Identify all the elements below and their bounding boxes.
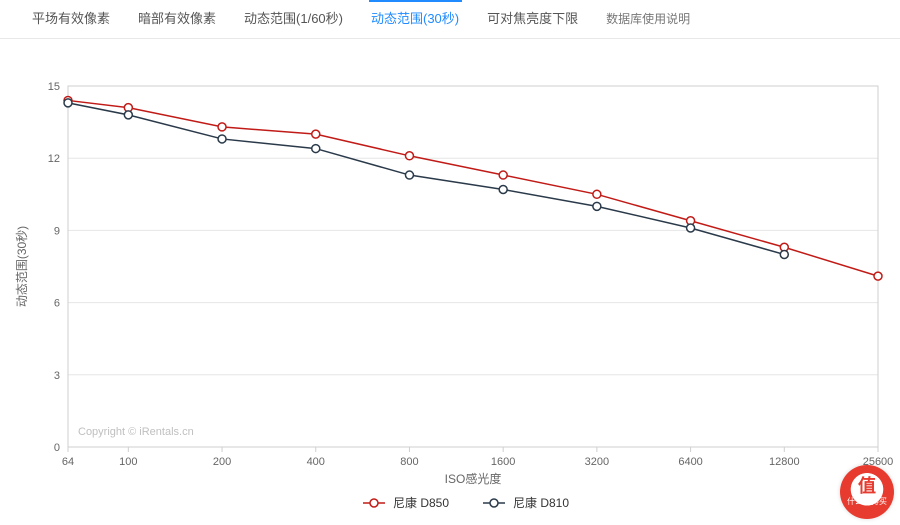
dynamic-range-chart: 0369121564100200400800160032006400128002… <box>0 38 900 525</box>
x-tick-label: 12800 <box>769 456 800 468</box>
series-line <box>68 100 878 276</box>
tab[interactable]: 暗部有效像素 <box>124 0 230 38</box>
tab[interactable]: 可对焦亮度下限 <box>473 0 592 38</box>
smzdm-badge: 值 什么值得买 <box>840 465 894 519</box>
smzdm-badge-glyph: 值 <box>858 477 876 497</box>
series-marker <box>593 190 601 198</box>
series-marker <box>687 224 695 232</box>
watermark: Copyright © iRentals.cn <box>78 426 194 438</box>
series-marker <box>405 152 413 160</box>
legend-label[interactable]: 尼康 D810 <box>513 495 569 510</box>
x-tick-label: 6400 <box>678 456 702 468</box>
plot-border <box>68 86 878 447</box>
tab[interactable]: 数据库使用说明 <box>592 0 704 38</box>
smzdm-badge-text: 什么值得买 <box>847 498 887 507</box>
series-marker <box>499 171 507 179</box>
tabs-bar: 平场有效像素暗部有效像素动态范围(1/60秒)动态范围(30秒)可对焦亮度下限数… <box>0 0 900 39</box>
tab[interactable]: 平场有效像素 <box>18 0 124 38</box>
series-marker <box>593 202 601 210</box>
legend-marker <box>490 499 498 507</box>
chart-container: 0369121564100200400800160032006400128002… <box>0 38 900 525</box>
tab[interactable]: 动态范围(1/60秒) <box>230 0 357 38</box>
legend-marker <box>370 499 378 507</box>
legend-label[interactable]: 尼康 D850 <box>393 495 449 510</box>
x-tick-label: 400 <box>307 456 325 468</box>
x-tick-label: 800 <box>400 456 418 468</box>
y-tick-label: 12 <box>48 153 60 165</box>
series-marker <box>124 111 132 119</box>
x-tick-label: 3200 <box>585 456 609 468</box>
y-tick-label: 3 <box>54 370 60 382</box>
series-marker <box>499 185 507 193</box>
series-marker <box>874 272 882 280</box>
x-tick-label: 200 <box>213 456 231 468</box>
y-axis-label: 动态范围(30秒) <box>15 226 29 307</box>
series-marker <box>312 130 320 138</box>
x-tick-label: 64 <box>62 456 74 468</box>
y-tick-label: 6 <box>54 298 60 310</box>
series-marker <box>780 250 788 258</box>
tab[interactable]: 动态范围(30秒) <box>357 0 473 38</box>
series-marker <box>64 99 72 107</box>
y-tick-label: 15 <box>48 81 60 93</box>
series-marker <box>218 123 226 131</box>
y-tick-label: 0 <box>54 442 60 454</box>
series-line <box>68 103 784 255</box>
series-marker <box>312 145 320 153</box>
series-marker <box>405 171 413 179</box>
x-tick-label: 1600 <box>491 456 515 468</box>
x-tick-label: 100 <box>119 456 137 468</box>
series-marker <box>218 135 226 143</box>
y-tick-label: 9 <box>54 225 60 237</box>
x-axis-label: ISO感光度 <box>445 471 502 486</box>
